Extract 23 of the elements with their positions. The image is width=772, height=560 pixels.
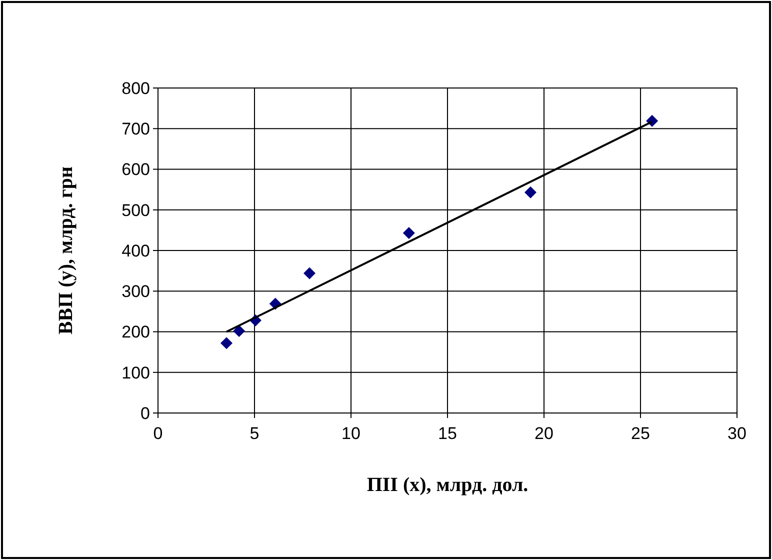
x-tick-label: 15 <box>438 424 457 443</box>
x-tick-label: 5 <box>250 424 260 443</box>
y-tick-label: 0 <box>140 404 150 423</box>
x-tick-label: 25 <box>631 424 650 443</box>
x-axis-title: ПІІ (х), млрд. дол. <box>366 474 528 496</box>
point <box>220 337 233 350</box>
y-tick-label: 400 <box>122 241 150 260</box>
point <box>524 186 536 198</box>
y-tick-label: 600 <box>122 160 150 180</box>
y-tick-label: 300 <box>122 282 150 302</box>
x-tick-label: 10 <box>342 424 360 443</box>
y-tick-label: 500 <box>122 200 150 220</box>
x-tick-label: 30 <box>728 424 746 443</box>
x-tick-label: 20 <box>534 424 554 443</box>
y-tick-label: 700 <box>122 120 150 139</box>
x-tick-label: 0 <box>153 424 163 443</box>
y-tick-label: 800 <box>122 78 150 98</box>
y-tick-label: 100 <box>122 363 150 382</box>
point <box>304 267 316 280</box>
y-tick-label: 200 <box>122 322 150 342</box>
point <box>402 227 415 240</box>
point <box>233 324 246 337</box>
y-axis-title: ВВП (у), млрд. грн <box>55 166 77 335</box>
